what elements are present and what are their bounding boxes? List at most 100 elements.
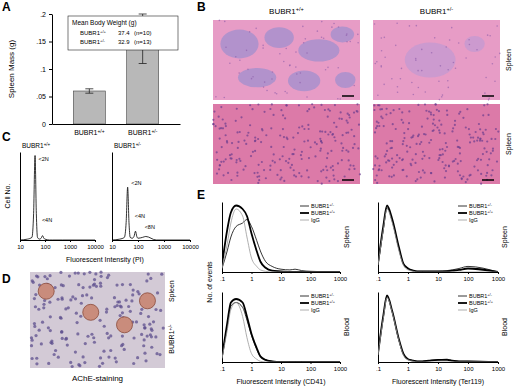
tick: 1 bbox=[250, 272, 254, 282]
nucleus bbox=[251, 108, 253, 110]
nucleus bbox=[246, 134, 248, 136]
tick-label: .2 bbox=[40, 11, 46, 18]
nucleus bbox=[359, 173, 361, 175]
nucleus bbox=[337, 162, 339, 164]
column-header: BUBR1+/+ bbox=[269, 6, 304, 16]
tick-mark bbox=[311, 272, 312, 274]
speckle bbox=[421, 70, 423, 72]
nucleus bbox=[225, 134, 227, 136]
nucleus bbox=[132, 362, 135, 365]
speckle bbox=[337, 67, 339, 69]
error-cap bbox=[85, 93, 93, 94]
x-axis: BUBR1+/+BUBR1+/- bbox=[53, 124, 181, 136]
speckle bbox=[219, 20, 221, 22]
nucleus bbox=[465, 126, 467, 128]
tick: .1 bbox=[220, 362, 226, 372]
speckle bbox=[238, 72, 240, 74]
nucleus bbox=[306, 169, 308, 171]
speckle bbox=[252, 76, 254, 78]
nucleus bbox=[347, 122, 349, 124]
speckle bbox=[285, 48, 287, 50]
series-line bbox=[378, 297, 498, 362]
tick-mark bbox=[408, 362, 409, 364]
nucleus bbox=[432, 123, 434, 125]
nucleus bbox=[143, 326, 146, 329]
nucleus bbox=[376, 125, 378, 127]
nucleus bbox=[62, 284, 65, 287]
speckle bbox=[317, 30, 319, 32]
speckle bbox=[339, 98, 341, 100]
tick-label: 10 bbox=[435, 276, 442, 282]
tick-mark bbox=[311, 362, 312, 364]
speckle bbox=[263, 86, 265, 88]
speckle bbox=[489, 35, 491, 37]
nucleus bbox=[300, 175, 302, 177]
superscript: +/+ bbox=[487, 300, 493, 304]
nucleus bbox=[314, 155, 316, 157]
side-label: Blood bbox=[343, 318, 350, 336]
white-pulp bbox=[264, 27, 293, 48]
speckle bbox=[302, 26, 304, 28]
speckle bbox=[325, 69, 327, 71]
inset-title: Mean Body Weight (g) bbox=[72, 19, 137, 27]
tick-mark bbox=[252, 362, 253, 364]
nucleus bbox=[222, 118, 224, 120]
side-label: Spleen bbox=[501, 226, 509, 248]
speckle bbox=[276, 93, 278, 95]
tick-mark bbox=[95, 240, 96, 242]
axis-line bbox=[113, 240, 191, 241]
text-part: BUBR1 bbox=[469, 210, 487, 216]
speckle bbox=[469, 44, 471, 46]
tick-label: .1 bbox=[220, 366, 226, 372]
nucleus bbox=[132, 288, 135, 291]
nucleus bbox=[220, 127, 222, 129]
speckle bbox=[357, 34, 359, 36]
speckle bbox=[380, 65, 382, 67]
speckle bbox=[323, 37, 325, 39]
nucleus bbox=[459, 147, 461, 149]
speckle bbox=[415, 58, 417, 60]
nucleus bbox=[245, 143, 247, 145]
speckle bbox=[289, 64, 291, 66]
nucleus bbox=[342, 147, 344, 149]
nucleus bbox=[86, 335, 89, 338]
legend-label: IgG bbox=[469, 307, 478, 313]
text-part: BUBR1 bbox=[80, 39, 101, 45]
nucleus bbox=[317, 180, 319, 182]
nucleus bbox=[143, 338, 146, 341]
nucleus bbox=[148, 323, 151, 326]
tick-mark bbox=[498, 362, 499, 364]
nucleus bbox=[282, 155, 284, 157]
nucleus bbox=[99, 285, 102, 288]
nucleus bbox=[320, 170, 322, 172]
nucleus bbox=[482, 114, 484, 116]
nucleus bbox=[71, 365, 74, 368]
nucleus bbox=[222, 174, 224, 176]
nucleus bbox=[348, 159, 350, 161]
legend-swatch bbox=[458, 302, 467, 304]
tick-mark bbox=[468, 362, 469, 364]
speckle bbox=[249, 31, 251, 33]
speckle bbox=[229, 63, 231, 65]
nucleus bbox=[60, 330, 63, 333]
tick: 10000 bbox=[87, 240, 104, 250]
series-line bbox=[378, 209, 498, 272]
nucleus bbox=[33, 322, 36, 325]
nucleus bbox=[158, 353, 161, 356]
nucleus bbox=[115, 283, 118, 286]
nucleus bbox=[41, 321, 44, 324]
nucleus bbox=[445, 170, 447, 172]
tick-label: .1 bbox=[376, 276, 382, 282]
nucleus bbox=[56, 298, 59, 301]
nucleus bbox=[481, 140, 483, 142]
legend: BUBR1+/-BUBR1+/+IgG bbox=[300, 203, 336, 223]
nucleus bbox=[114, 356, 117, 359]
speckle bbox=[447, 80, 449, 82]
nucleus bbox=[440, 124, 442, 126]
tick: 1 bbox=[407, 362, 411, 372]
speckle bbox=[439, 99, 441, 101]
tick: 100 bbox=[40, 240, 51, 250]
speckle bbox=[338, 26, 340, 28]
nucleus bbox=[330, 150, 332, 152]
nucleus bbox=[356, 110, 358, 112]
